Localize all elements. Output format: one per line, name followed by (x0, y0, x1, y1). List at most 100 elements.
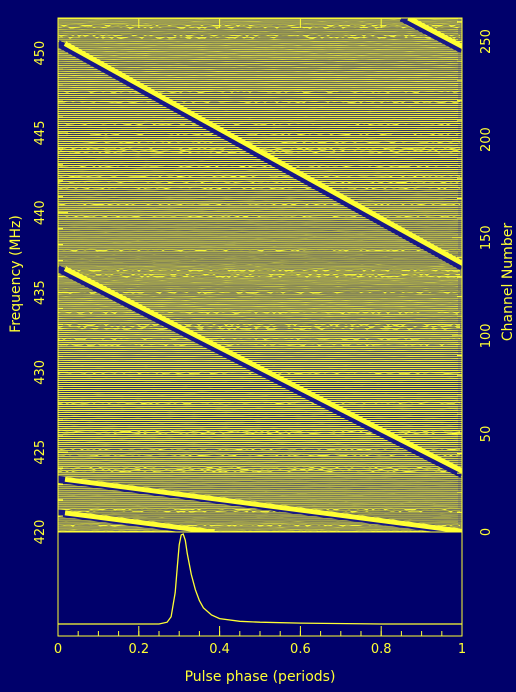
channel-trace (58, 125, 458, 126)
channel-trace (58, 404, 458, 405)
channel-trace (58, 33, 458, 34)
channel-trace (58, 246, 458, 247)
channel-trace (58, 529, 458, 530)
channel-trace (58, 59, 458, 60)
y-tick-label: 420 (33, 520, 48, 545)
channel-trace (58, 244, 458, 245)
channel-trace (58, 47, 458, 48)
channel-trace (58, 99, 458, 100)
channel-trace (58, 352, 458, 353)
x-tick-label: 0.4 (209, 642, 230, 657)
channel-trace (58, 422, 458, 423)
x-tick-label: 0 (54, 642, 62, 657)
channel-trace (58, 205, 458, 206)
x-axis-title: Pulse phase (periods) (185, 669, 336, 685)
channel-trace (58, 45, 458, 46)
channel-trace (58, 109, 458, 110)
right-tick-label: 200 (479, 127, 494, 152)
y-tick-label: 425 (33, 440, 48, 465)
channel-trace (58, 262, 458, 263)
channel-trace (58, 169, 458, 170)
channel-trace (58, 254, 458, 255)
channel-trace (58, 53, 458, 54)
channel-trace (58, 495, 458, 496)
right-tick-label: 250 (479, 29, 494, 54)
channel-trace (58, 131, 458, 132)
channel-trace (58, 464, 458, 465)
channel-trace (58, 282, 458, 283)
channel-trace (58, 199, 458, 200)
channel-trace (58, 410, 458, 411)
channel-trace (58, 167, 458, 168)
channel-trace (58, 322, 458, 323)
channel-trace (58, 493, 458, 494)
channel-trace (58, 280, 458, 281)
channel-trace (58, 115, 458, 116)
channel-trace (58, 197, 458, 198)
channel-trace (58, 288, 458, 289)
channel-trace (58, 177, 458, 178)
channel-trace (58, 426, 458, 427)
channel-trace (58, 340, 458, 341)
channel-trace (58, 171, 458, 172)
channel-trace (58, 452, 458, 453)
channel-trace (58, 201, 458, 202)
channel-trace (58, 290, 458, 291)
channel-trace (58, 348, 458, 349)
y-tick-label: 430 (33, 360, 48, 385)
channel-trace (58, 358, 458, 359)
channel-trace (58, 222, 458, 223)
channel-trace (58, 350, 458, 351)
channel-trace (58, 416, 458, 417)
channel-trace (58, 161, 458, 162)
channel-trace (58, 95, 458, 96)
channel-trace (58, 207, 458, 208)
channel-trace (58, 29, 458, 30)
channel-trace (58, 220, 458, 221)
channel-trace (58, 446, 458, 447)
channel-trace (58, 376, 458, 377)
channel-trace (58, 394, 458, 395)
channel-trace (58, 316, 458, 317)
channel-trace (58, 119, 458, 120)
channel-trace (58, 318, 458, 319)
y-tick-label: 445 (33, 121, 48, 146)
channel-trace (58, 224, 458, 225)
channel-trace (58, 360, 458, 361)
channel-trace (58, 378, 458, 379)
channel-trace (58, 213, 458, 214)
channel-trace (58, 65, 458, 66)
right-tick-label: 150 (479, 225, 494, 250)
channel-trace (58, 193, 458, 194)
channel-trace (58, 460, 458, 461)
channel-trace (58, 398, 458, 399)
channel-trace (58, 483, 458, 484)
channel-trace (58, 57, 458, 58)
channel-trace (58, 424, 458, 425)
x-tick-label: 0.6 (290, 642, 311, 657)
channel-trace (58, 408, 458, 409)
channel-trace (58, 191, 458, 192)
channel-trace (58, 93, 458, 94)
channel-trace (58, 55, 458, 56)
channel-trace (58, 61, 458, 62)
channel-trace (58, 332, 458, 333)
channel-trace (58, 304, 458, 305)
y-tick-label: 450 (33, 41, 48, 66)
channel-trace (58, 515, 458, 516)
channel-trace (58, 31, 458, 32)
y-axis-title: Frequency (MHz) (8, 215, 24, 333)
channel-trace (58, 105, 458, 106)
x-tick-label: 0.2 (128, 642, 149, 657)
channel-trace (58, 362, 458, 363)
channel-trace (58, 388, 458, 389)
channel-trace (58, 51, 458, 52)
channel-trace (58, 264, 458, 265)
channel-trace (58, 173, 458, 174)
channel-trace (58, 19, 458, 20)
right-tick-label: 100 (479, 323, 494, 348)
channel-trace (58, 137, 458, 138)
channel-trace (58, 139, 458, 140)
channel-trace (58, 400, 458, 401)
